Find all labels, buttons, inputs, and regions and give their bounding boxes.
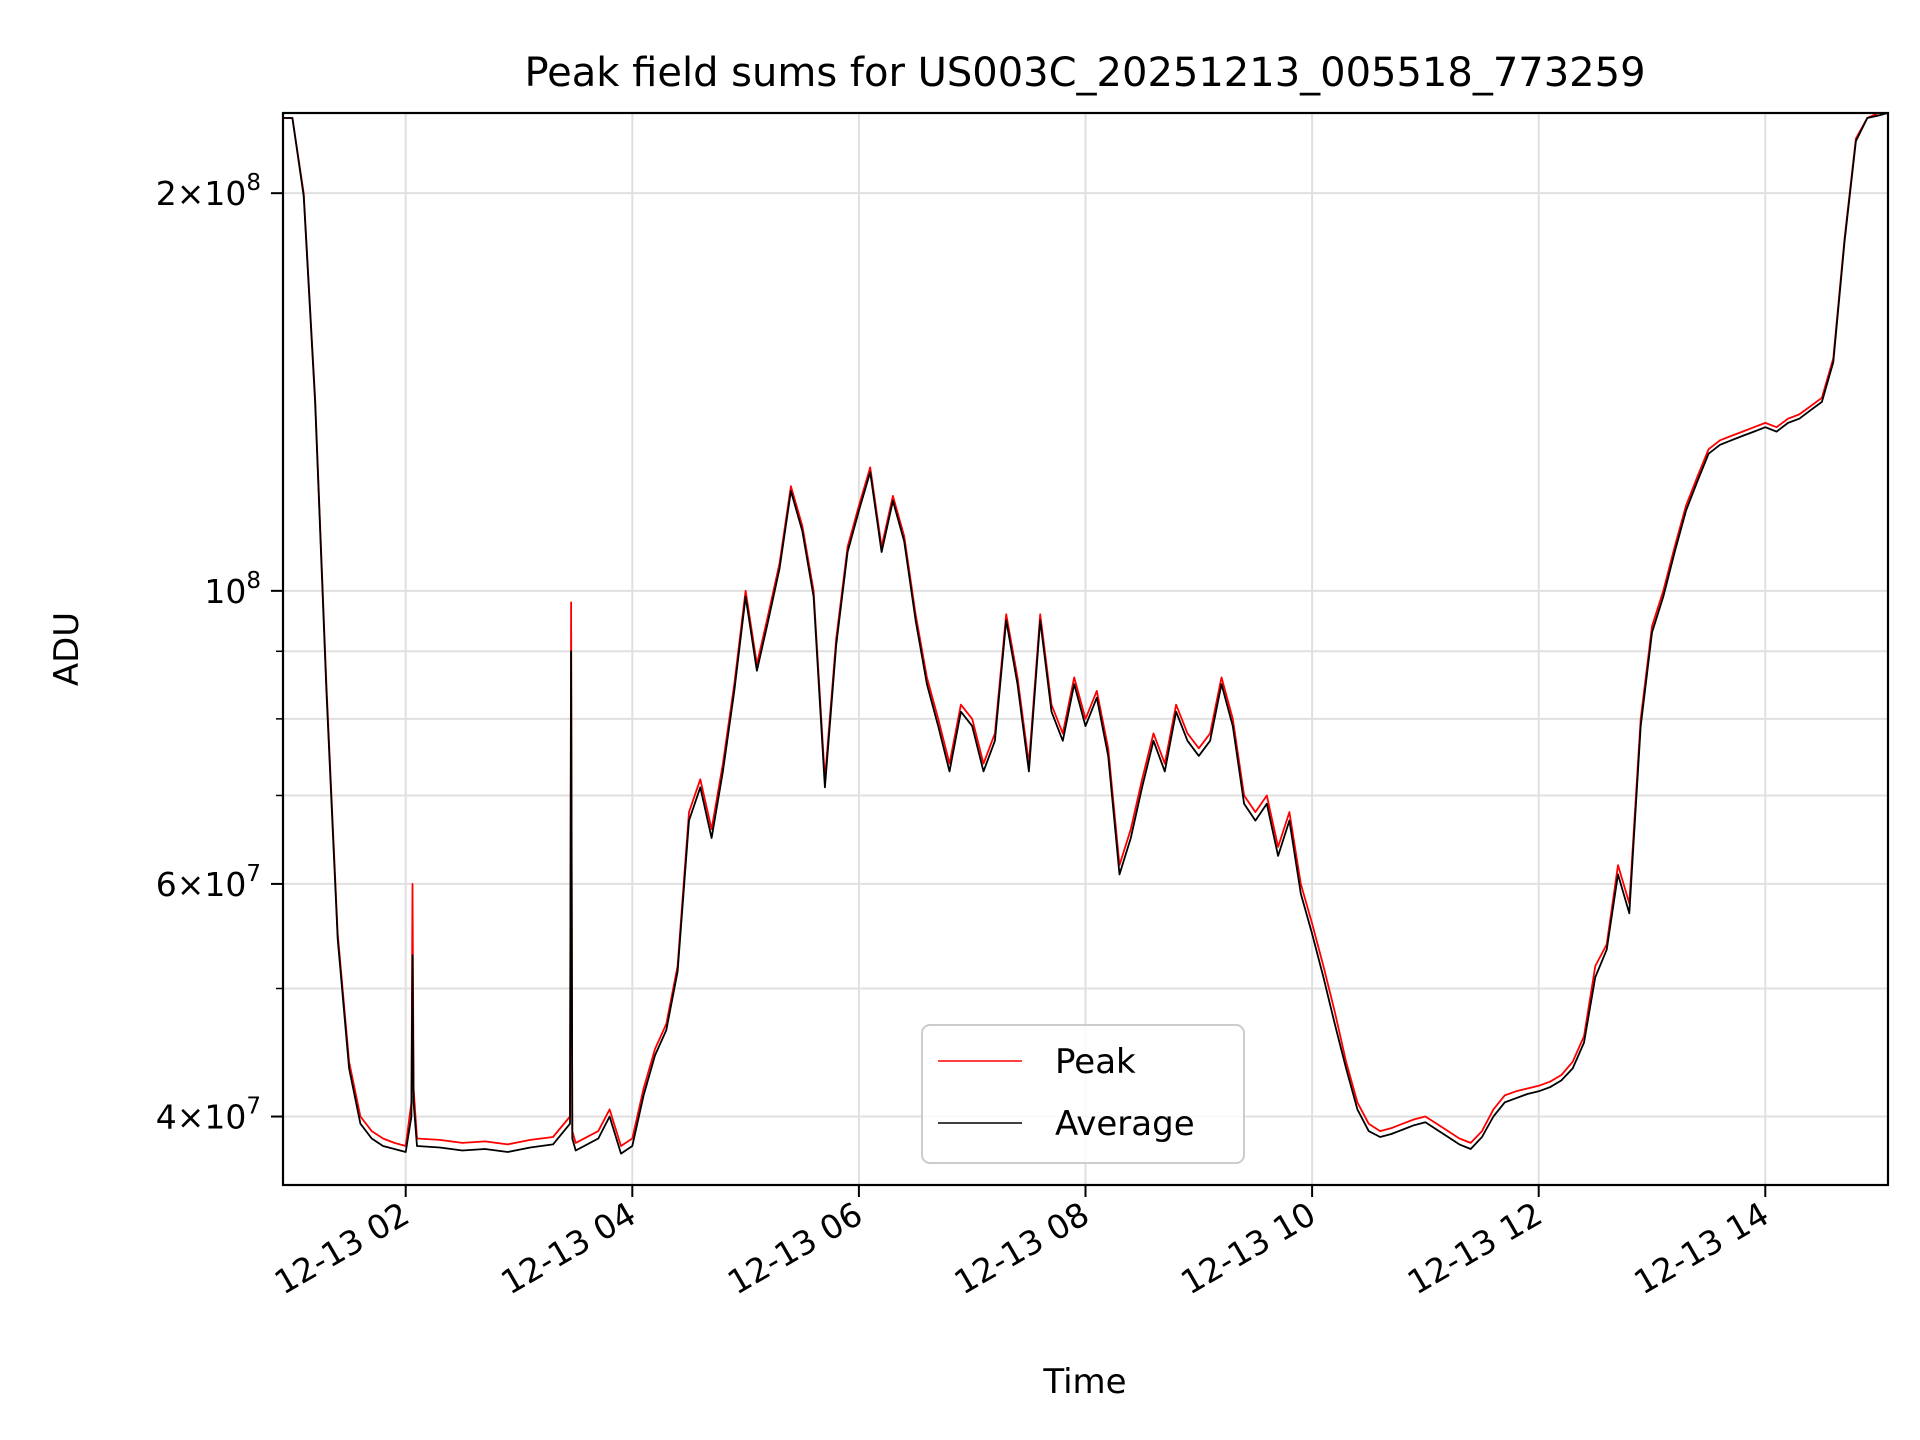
chart-title: Peak field sums for US003C_20251213_0055… — [524, 50, 1645, 96]
legend: Peak Average — [921, 1024, 1245, 1164]
y-tick-mantissa: 6 — [156, 865, 177, 904]
legend-label-peak: Peak — [1055, 1042, 1136, 1082]
y-axis-label: ADU — [47, 612, 87, 686]
x-axis-label: Time — [1042, 1362, 1126, 1402]
y-tick-label: 6×107 — [156, 861, 261, 904]
y-tick-mantissa: 2 — [156, 174, 177, 213]
legend-label-average: Average — [1055, 1104, 1195, 1144]
series-line-average — [283, 112, 1888, 1155]
y-axis: 4×107 6×107 108 2×108 — [156, 170, 283, 1137]
y-tick-exponent: 8 — [246, 170, 261, 196]
y-tick-exponent: 8 — [246, 568, 261, 594]
y-tick-label: 108 — [204, 568, 261, 611]
y-tick-mantissa: 4 — [156, 1098, 177, 1137]
y-tick-label: 4×107 — [156, 1094, 261, 1137]
y-tick-exponent: 7 — [246, 1094, 261, 1120]
y-tick-exponent: 7 — [246, 861, 261, 887]
series-layer — [283, 112, 1888, 1155]
y-tick-label: 2×108 — [156, 170, 261, 213]
legend-box — [921, 1024, 1245, 1164]
